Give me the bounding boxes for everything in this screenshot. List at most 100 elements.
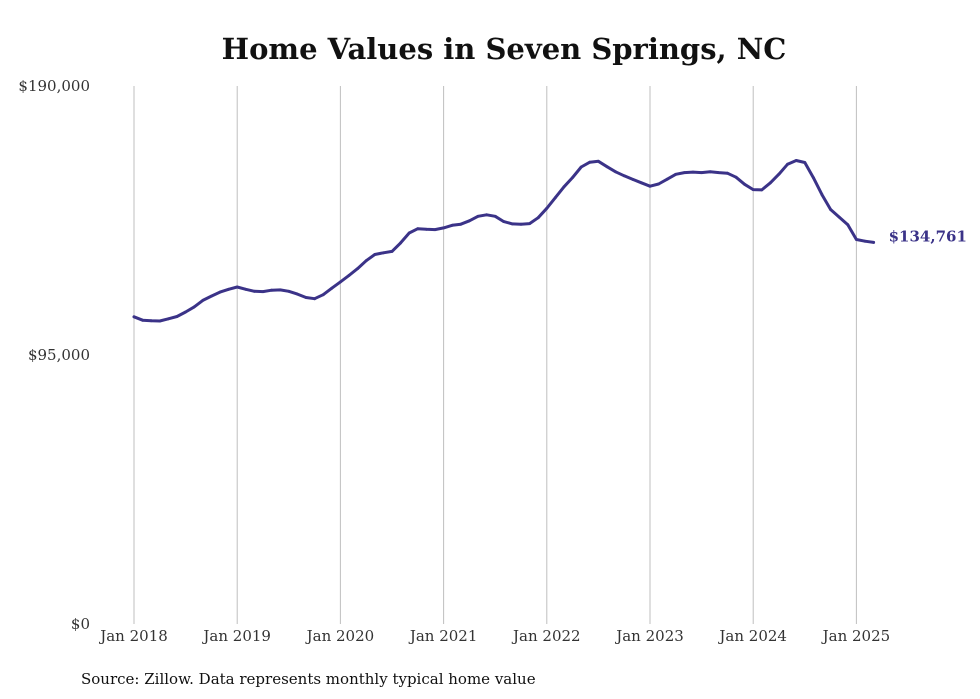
data-point bbox=[554, 196, 557, 200]
data-point bbox=[726, 171, 729, 175]
data-point bbox=[717, 171, 721, 175]
data-point bbox=[425, 227, 428, 231]
data-point bbox=[519, 222, 523, 226]
data-point bbox=[769, 181, 772, 185]
data-point bbox=[296, 292, 299, 296]
data-point bbox=[382, 251, 385, 255]
data-point bbox=[459, 222, 463, 226]
x-tick-label: Jan 2025 bbox=[821, 627, 891, 645]
data-point bbox=[184, 310, 188, 314]
x-axis: Jan 2018 Jan 2019 Jan 2020 Jan 2021 Jan 2022… bbox=[98, 627, 890, 645]
x-tick-label: Jan 2018 bbox=[98, 627, 168, 645]
chart-title: Home Values in Seven Springs, NC bbox=[222, 32, 787, 66]
data-point bbox=[141, 318, 145, 322]
y-axis: $0 $95,000 $190,000 bbox=[18, 77, 90, 633]
data-point bbox=[751, 188, 755, 192]
data-point bbox=[347, 274, 351, 277]
data-point bbox=[270, 288, 273, 292]
data-point bbox=[356, 267, 359, 270]
data-point bbox=[820, 193, 824, 197]
data-point bbox=[657, 182, 660, 186]
y-tick-label: $0 bbox=[71, 615, 90, 633]
data-point bbox=[442, 226, 445, 230]
data-point bbox=[837, 215, 841, 219]
data-point bbox=[253, 289, 256, 293]
data-point bbox=[846, 223, 850, 227]
gridlines bbox=[133, 86, 857, 624]
data-point bbox=[829, 208, 832, 211]
data-point bbox=[485, 213, 488, 217]
data-point bbox=[545, 206, 549, 210]
data-point bbox=[321, 293, 325, 297]
x-tick-label: Jan 2021 bbox=[408, 627, 478, 645]
end-value-label: $134,761 bbox=[889, 227, 967, 245]
data-point bbox=[158, 319, 162, 323]
data-point bbox=[562, 185, 566, 189]
data-point bbox=[863, 239, 867, 243]
data-point bbox=[132, 315, 136, 319]
data-point bbox=[167, 317, 170, 321]
source-note: Source: Zillow. Data represents monthly … bbox=[81, 670, 536, 688]
data-point bbox=[210, 294, 213, 298]
x-tick-label: Jan 2019 bbox=[201, 627, 271, 645]
data-point bbox=[605, 165, 609, 169]
data-point bbox=[450, 223, 454, 227]
data-point bbox=[691, 170, 695, 174]
data-point bbox=[588, 160, 592, 164]
data-point bbox=[614, 170, 617, 174]
data-point bbox=[855, 238, 858, 241]
data-point bbox=[390, 250, 394, 253]
data-point bbox=[597, 159, 600, 163]
data-point bbox=[235, 285, 239, 289]
data-point bbox=[812, 176, 815, 180]
y-tick-label: $190,000 bbox=[18, 77, 90, 95]
data-point bbox=[743, 182, 746, 186]
data-point bbox=[777, 172, 781, 176]
data-point bbox=[734, 175, 738, 179]
data-point bbox=[536, 216, 540, 220]
data-point bbox=[244, 287, 248, 291]
data-point bbox=[502, 220, 506, 224]
data-point bbox=[364, 259, 368, 263]
data-point bbox=[192, 305, 196, 309]
data-point bbox=[149, 319, 153, 323]
data-point bbox=[803, 161, 807, 164]
data-point bbox=[399, 241, 402, 245]
data-point bbox=[201, 299, 205, 302]
data-point bbox=[476, 214, 480, 218]
data-point bbox=[416, 227, 420, 231]
data-point bbox=[640, 181, 643, 185]
series-line bbox=[132, 159, 876, 323]
data-point bbox=[760, 188, 764, 192]
data-point bbox=[631, 178, 635, 181]
data-point bbox=[648, 184, 652, 188]
data-point bbox=[872, 241, 875, 244]
data-point bbox=[579, 165, 583, 169]
x-tick-label: Jan 2023 bbox=[614, 627, 684, 645]
data-point bbox=[339, 280, 342, 284]
data-point bbox=[313, 297, 316, 301]
data-point bbox=[278, 288, 282, 292]
data-point bbox=[227, 287, 231, 291]
data-point bbox=[674, 172, 678, 176]
data-point bbox=[786, 162, 789, 166]
data-point bbox=[528, 222, 531, 226]
data-point bbox=[407, 231, 411, 235]
data-point bbox=[511, 222, 514, 226]
data-point bbox=[700, 171, 703, 175]
data-point bbox=[373, 253, 377, 256]
data-point bbox=[175, 315, 179, 318]
y-tick-label: $95,000 bbox=[28, 346, 90, 364]
data-point bbox=[708, 170, 712, 174]
data-point bbox=[571, 176, 574, 179]
data-point bbox=[683, 171, 686, 175]
x-tick-label: Jan 2024 bbox=[717, 627, 787, 645]
data-point bbox=[493, 214, 497, 218]
data-point bbox=[287, 289, 291, 293]
data-point bbox=[218, 290, 222, 294]
data-point bbox=[330, 286, 334, 290]
x-tick-label: Jan 2022 bbox=[511, 627, 581, 645]
data-point bbox=[261, 290, 265, 293]
data-point bbox=[468, 219, 471, 223]
